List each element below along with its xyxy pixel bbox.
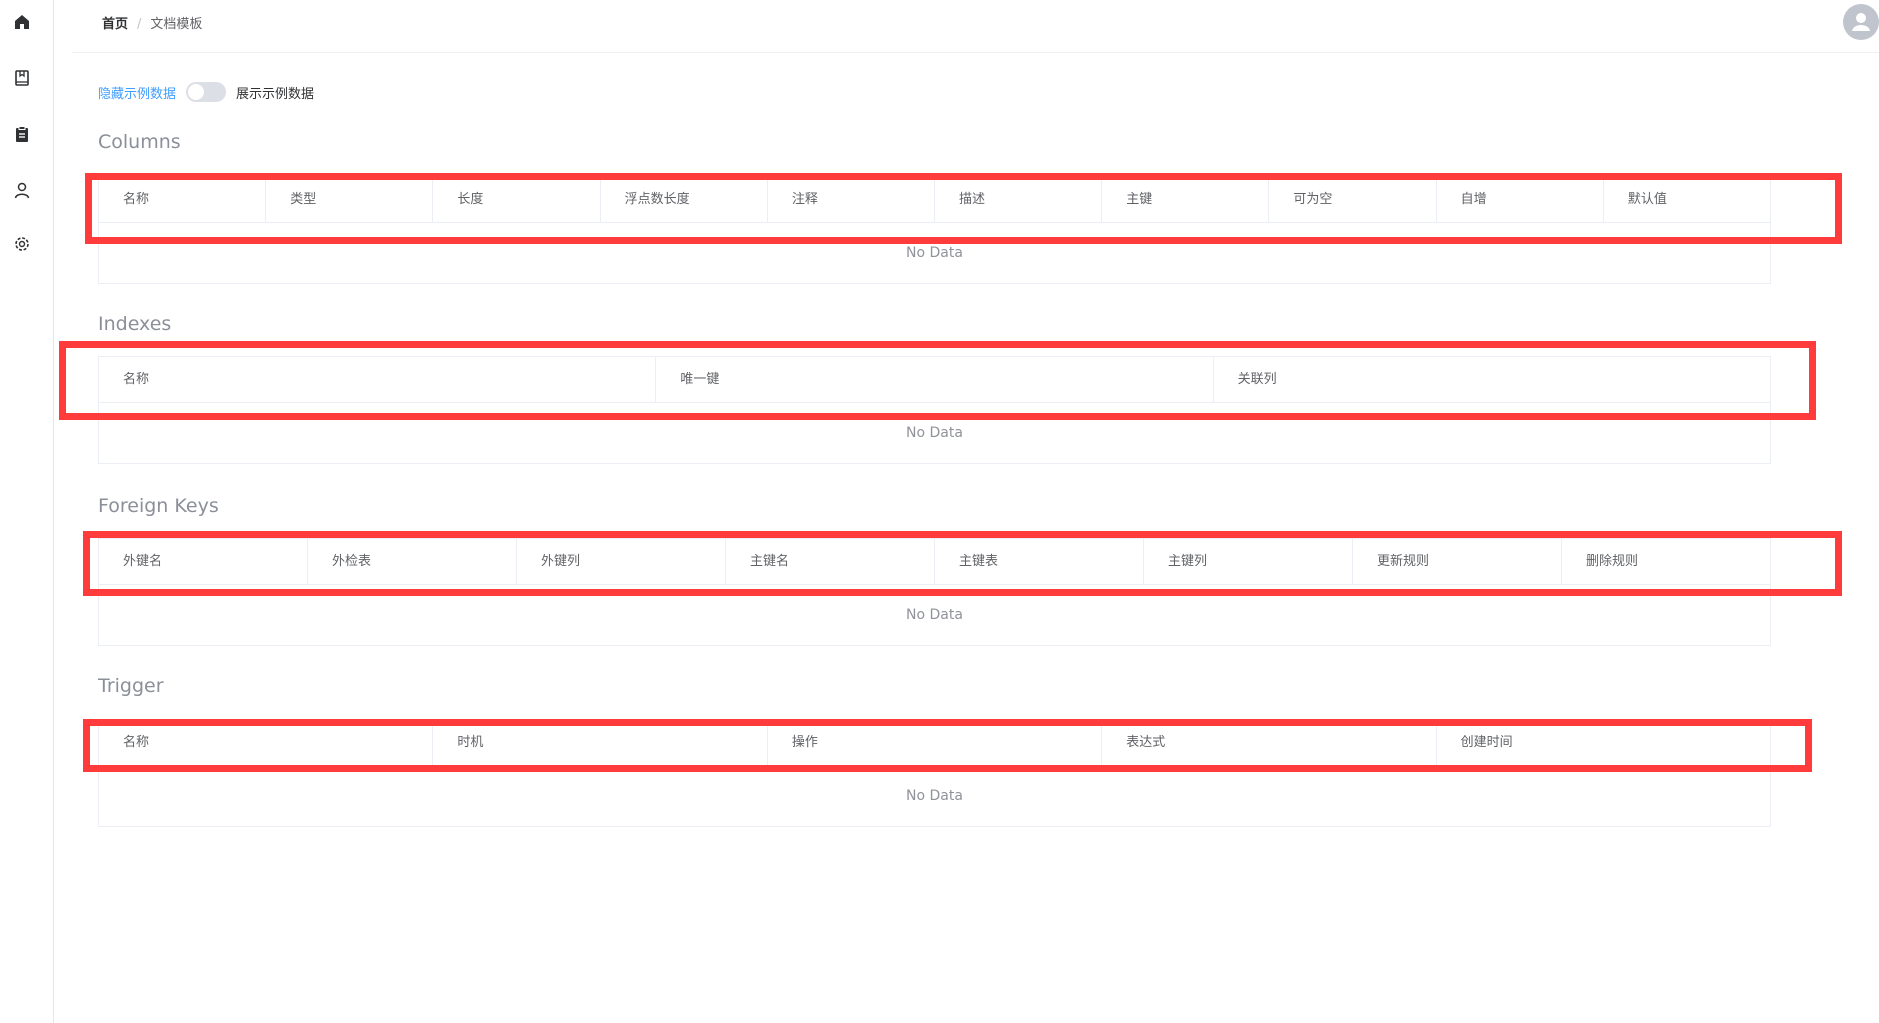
clipboard-icon[interactable]: [12, 124, 32, 144]
sample-data-switch[interactable]: [186, 82, 227, 102]
column-header[interactable]: 外检表: [308, 539, 517, 584]
empty-state: No Data: [906, 788, 963, 804]
breadcrumb-current: 文档模板: [150, 17, 203, 32]
column-header[interactable]: 自增: [1437, 177, 1604, 222]
column-header[interactable]: 时机: [433, 720, 768, 765]
column-header[interactable]: 操作: [768, 720, 1103, 765]
book-icon[interactable]: [12, 68, 32, 88]
sidebar: [0, 0, 54, 1023]
column-header[interactable]: 删除规则: [1586, 554, 1639, 569]
columns-title: Columns: [98, 131, 181, 153]
column-header[interactable]: 关联列: [1237, 372, 1277, 387]
avatar[interactable]: [1843, 4, 1879, 40]
columns-table: 名称 类型 长度 浮点数长度 注释 描述 主键 可为空 自增 默认值 No Da…: [98, 176, 1771, 284]
home-icon[interactable]: [12, 12, 32, 32]
column-header[interactable]: 外键名: [99, 539, 308, 584]
user-icon[interactable]: [12, 180, 32, 200]
column-header[interactable]: 主键: [1102, 177, 1270, 222]
indexes-table-header: 名称 唯一键 关联列: [99, 356, 1770, 403]
column-header[interactable]: 主键列: [1144, 539, 1353, 584]
trigger-table-header: 名称 时机 操作 表达式 创建时间: [99, 719, 1770, 766]
trigger-title: Trigger: [98, 675, 164, 697]
column-header[interactable]: 注释: [768, 177, 936, 222]
indexes-title: Indexes: [98, 313, 172, 335]
column-header[interactable]: 创建时间: [1460, 735, 1513, 750]
breadcrumb: 首页 / 文档模板: [102, 13, 202, 32]
column-header[interactable]: 唯一键: [656, 357, 1214, 402]
columns-table-header: 名称 类型 长度 浮点数长度 注释 描述 主键 可为空 自增 默认值: [99, 176, 1770, 223]
breadcrumb-separator: /: [137, 17, 142, 32]
user-avatar-icon: [1852, 13, 1870, 31]
foreign-keys-table: 外键名 外检表 外键列 主键名 主键表 主键列 更新规则 删除规则 No Dat…: [98, 538, 1771, 646]
column-header[interactable]: 主键名: [726, 539, 935, 584]
header: 首页 / 文档模板: [72, 0, 1879, 53]
breadcrumb-home[interactable]: 首页: [102, 17, 129, 32]
column-header[interactable]: 名称: [99, 357, 657, 402]
column-header[interactable]: 长度: [433, 177, 601, 222]
trigger-table: 名称 时机 操作 表达式 创建时间 No Data: [98, 719, 1771, 827]
column-header[interactable]: 可为空: [1269, 177, 1437, 222]
column-header[interactable]: 名称: [99, 177, 267, 222]
column-header[interactable]: 类型: [266, 177, 434, 222]
empty-state: No Data: [906, 425, 963, 441]
hide-sample-label[interactable]: 隐藏示例数据: [98, 86, 177, 102]
column-header[interactable]: 默认值: [1627, 192, 1667, 207]
column-header[interactable]: 浮点数长度: [601, 177, 768, 222]
column-header[interactable]: 外键列: [517, 539, 726, 584]
show-sample-label[interactable]: 展示示例数据: [236, 86, 315, 102]
column-header[interactable]: 更新规则: [1353, 539, 1562, 584]
column-header[interactable]: 名称: [99, 720, 434, 765]
empty-state: No Data: [906, 245, 963, 261]
indexes-table: 名称 唯一键 关联列 No Data: [98, 356, 1771, 464]
sample-data-toggle-row: 隐藏示例数据 展示示例数据: [98, 82, 314, 102]
foreign-keys-title: Foreign Keys: [98, 495, 219, 517]
column-header[interactable]: 描述: [935, 177, 1103, 222]
column-header[interactable]: 表达式: [1102, 720, 1437, 765]
gear-icon[interactable]: [12, 234, 32, 254]
empty-state: No Data: [906, 607, 963, 623]
column-header[interactable]: 主键表: [935, 539, 1144, 584]
foreign-keys-table-header: 外键名 外检表 外键列 主键名 主键表 主键列 更新规则 删除规则: [99, 538, 1770, 585]
